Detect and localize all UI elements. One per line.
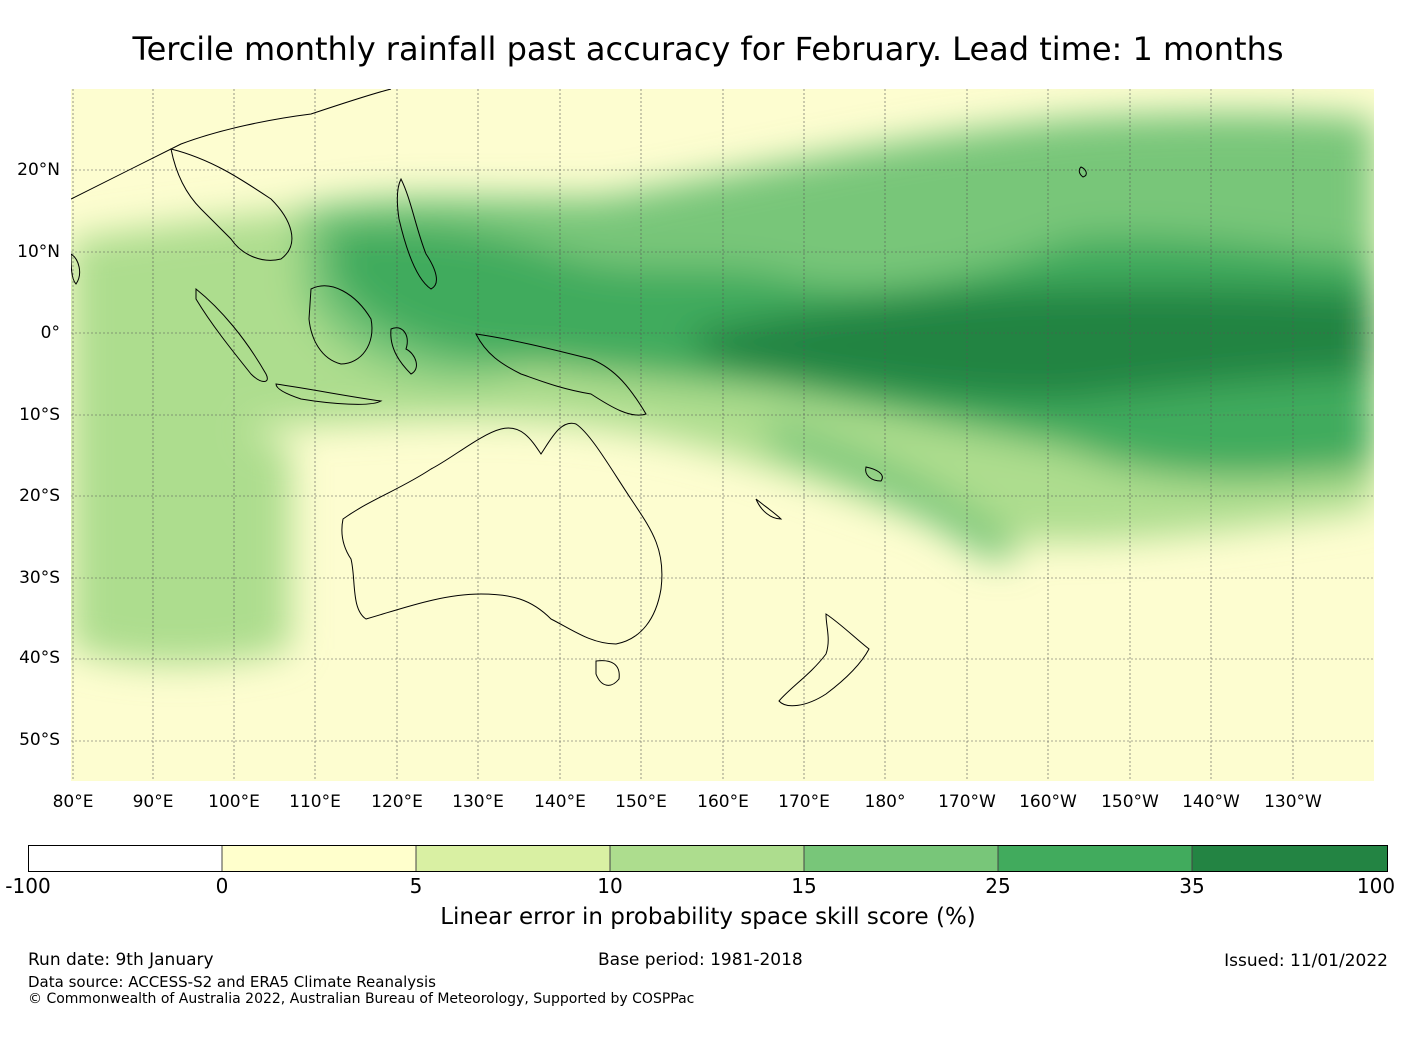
- colorbar-tick: 35: [1179, 874, 1205, 898]
- tasmania-coast: [595, 660, 620, 686]
- skill-bands: [71, 113, 1374, 664]
- philippines-coast: [396, 177, 437, 290]
- issued-date: Issued: 11/01/2022: [1224, 951, 1388, 971]
- colorbar-segment: [998, 845, 1192, 872]
- lon-label: 140°W: [1182, 792, 1240, 812]
- lon-label: 100°E: [208, 792, 260, 812]
- lon-label: 160°E: [697, 792, 749, 812]
- colorbar: [28, 845, 1388, 872]
- lat-label: 50°S: [19, 730, 60, 750]
- sri-lanka-coast: [71, 253, 81, 285]
- sulawesi-coast: [390, 327, 417, 375]
- lon-label: 180°: [864, 792, 906, 812]
- lat-label: 10°N: [17, 242, 60, 262]
- colorbar-segment: [416, 845, 610, 872]
- graticule: [71, 89, 1374, 781]
- colorbar-segment: [804, 845, 998, 872]
- hawaii-coast: [1078, 166, 1087, 178]
- colorbar-tick: 100: [1356, 874, 1396, 898]
- asia-coast: [71, 89, 392, 200]
- chart-title: Tercile monthly rainfall past accuracy f…: [132, 30, 1284, 68]
- skill-map: [71, 89, 1374, 781]
- lon-label: 90°E: [132, 792, 174, 812]
- colorbar-segment: [28, 845, 222, 872]
- lat-label: 10°S: [19, 405, 60, 425]
- copyright: © Commonwealth of Australia 2022, Austra…: [28, 991, 695, 1007]
- data-source: Data source: ACCESS-S2 and ERA5 Climate …: [28, 973, 436, 991]
- colorbar-tick: -100: [5, 874, 51, 898]
- colorbar-label: Linear error in probability space skill …: [440, 904, 976, 930]
- lon-label: 170°W: [938, 792, 996, 812]
- lon-label: 130°E: [452, 792, 504, 812]
- colorbar-segment: [1192, 845, 1388, 872]
- lon-label: 150°E: [615, 792, 667, 812]
- coastlines: [71, 89, 1087, 707]
- borneo-coast: [308, 285, 373, 365]
- lon-label: 140°E: [534, 792, 586, 812]
- lon-label: 170°E: [778, 792, 830, 812]
- fiji-coast: [865, 466, 883, 482]
- colorbar-tick: 15: [791, 874, 817, 898]
- lat-label: 20°S: [19, 486, 60, 506]
- run-date: Run date: 9th January: [28, 950, 214, 970]
- lon-label: 130°W: [1264, 792, 1322, 812]
- new-zealand-coast: [778, 613, 870, 707]
- map-canvas: [71, 89, 1374, 781]
- lon-label: 150°W: [1101, 792, 1159, 812]
- colorbar-segment: [222, 845, 416, 872]
- colorbar-tick: 0: [215, 874, 229, 898]
- java-coast: [275, 383, 383, 405]
- base-period: Base period: 1981-2018: [598, 950, 803, 970]
- colorbar-tick: 5: [409, 874, 423, 898]
- lat-label: 0°: [40, 323, 60, 343]
- new-caledonia-coast: [755, 498, 783, 520]
- sumatra-coast: [195, 287, 268, 382]
- lon-label: 120°E: [371, 792, 423, 812]
- lat-label: 30°S: [19, 568, 60, 588]
- lon-label: 160°W: [1019, 792, 1077, 812]
- colorbar-tick: 25: [985, 874, 1011, 898]
- lon-label: 110°E: [289, 792, 341, 812]
- band-10-15-indian: [71, 369, 291, 664]
- australia-coast: [341, 422, 663, 645]
- lat-label: 20°N: [17, 160, 60, 180]
- lat-label: 40°S: [19, 648, 60, 668]
- band-35-100: [691, 286, 1374, 402]
- band-15-25-spcz: [771, 419, 1018, 560]
- new-guinea-coast: [475, 333, 647, 416]
- lon-label: 80°E: [52, 792, 94, 812]
- colorbar-tick: 10: [597, 874, 623, 898]
- colorbar-segment: [610, 845, 804, 872]
- indochina-coast: [170, 148, 293, 261]
